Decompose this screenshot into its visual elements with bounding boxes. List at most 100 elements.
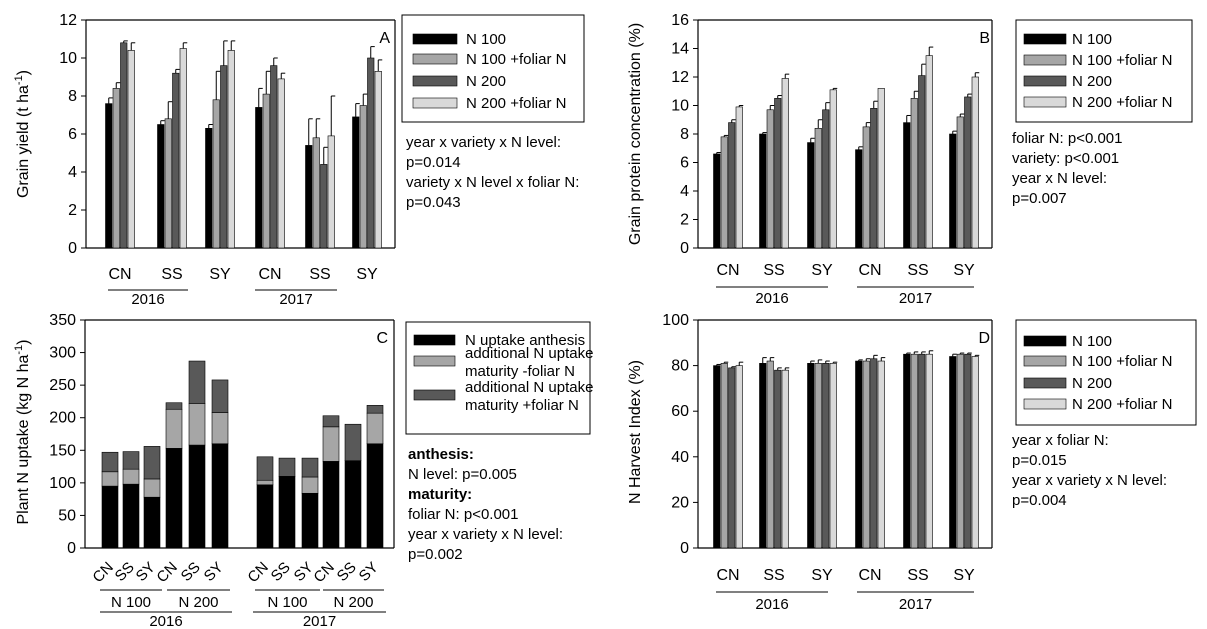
stacked-bar-segment-1 (278, 476, 296, 549)
bar-n200 (918, 353, 926, 549)
stats-note: p=0.043 (406, 194, 461, 211)
bar-n100 (855, 149, 863, 249)
y-tick-label: 100 (662, 312, 689, 329)
legend: N 100 N 100 +foliar N N 200 N 200 +foliar N (1015, 319, 1197, 426)
legend-swatch (413, 334, 456, 346)
bar-n200-foliar (179, 48, 187, 249)
legend-label: N uptake anthesis (465, 332, 585, 349)
chart-panel-b: 0 2 4 6 8 10 12 14 16 Grain protein concentration… (627, 12, 1193, 307)
bar-n200-foliar (925, 353, 933, 549)
y-tick-label: 10 (671, 98, 689, 115)
bar-n200 (822, 363, 830, 549)
legend-label: N 200 +foliar N (1072, 94, 1172, 111)
bar-n100-foliar (814, 363, 822, 549)
bar-n200-foliar (277, 78, 285, 249)
y-tick-label: 40 (671, 449, 689, 466)
stacked-bar-segment-1 (344, 460, 362, 549)
stats-note: p=0.014 (406, 154, 461, 171)
y-axis-label-end: ) (15, 340, 32, 345)
y-tick-label: 50 (58, 507, 76, 524)
bar-n100 (713, 365, 721, 549)
year-group-label: 2016 (755, 290, 788, 307)
stacked-bar-segment-2 (366, 412, 384, 445)
y-axis-label: Grain protein concentration (%) (627, 23, 644, 245)
legend-label-line: additional N uptake (465, 379, 593, 396)
y-tick-label: 10 (59, 50, 77, 67)
bar-n100-foliar (164, 118, 172, 249)
bar-n100-foliar (720, 363, 728, 549)
legend-swatch (1023, 398, 1067, 410)
legend-label: N 100 (1072, 31, 1112, 48)
bar-n100 (205, 128, 213, 249)
bar-n200-foliar (127, 50, 135, 249)
bar-n100-foliar (862, 126, 870, 249)
y-axis-label: N Harvest Index (%) (627, 360, 644, 504)
bar-n200-foliar (227, 50, 235, 249)
x-category-label: SS (309, 266, 330, 283)
legend-label-line: maturity -foliar N (465, 363, 575, 380)
x-category-label: SY (201, 559, 227, 585)
bar-n200-foliar (971, 356, 979, 549)
year-group-label: 2017 (279, 291, 312, 308)
y-tick-label: 200 (49, 410, 76, 427)
x-category-label: CN (858, 262, 881, 279)
subgroup-label: N 200 (178, 594, 218, 611)
x-category-label: SS (907, 567, 928, 584)
x-category-label: CN (716, 567, 739, 584)
y-axis-label-text: Plant N uptake (kg N ha (15, 355, 32, 525)
y-tick-label: 250 (49, 377, 76, 394)
stats-note: year x N level: (1012, 170, 1107, 187)
subgroup-label: N 200 (333, 594, 373, 611)
legend-label: N 200 (1072, 375, 1112, 392)
y-axis-label-text: Grain protein concentration (%) (627, 23, 644, 245)
y-tick-label: 12 (671, 69, 689, 86)
x-category-label: SY (356, 266, 378, 283)
bar-n200 (320, 164, 328, 249)
bar-n100-foliar (956, 353, 964, 549)
stacked-bar-segment-3 (143, 446, 161, 480)
stacked-bar-segment-3 (301, 457, 319, 478)
stacked-bar-segment-1 (143, 496, 161, 549)
bar-n100 (157, 124, 165, 249)
bar-n200 (270, 65, 278, 249)
stacked-bar-segment-3 (256, 456, 274, 481)
legend-label: N 100 +foliar N (1072, 52, 1172, 69)
y-axis-label: Grain yield (t ha-1) (13, 70, 32, 198)
x-category-label: CN (258, 266, 281, 283)
y-tick-label: 12 (59, 12, 77, 29)
legend-label: N 100 (466, 31, 506, 48)
bar-n100-foliar (359, 105, 367, 249)
legend-label: N 200 +foliar N (1072, 396, 1172, 413)
stacked-bar-segment-3 (366, 405, 384, 414)
bar-n100-foliar (956, 116, 964, 249)
legend-label: N 100 +foliar N (1072, 353, 1172, 370)
stacked-bar-segment-3 (122, 451, 140, 470)
chart-panel-c: 0 50 100 150 200 250 300 350 Plant N uptake (kg … (13, 312, 593, 629)
y-tick-label: 350 (49, 312, 76, 329)
y-tick-label: 4 (68, 164, 77, 181)
bar-n200 (728, 122, 736, 249)
x-category-label: SS (763, 567, 784, 584)
legend: N 100 N 100 +foliar N N 200 N 200 +foliar N (1015, 19, 1193, 123)
bar-n100 (352, 116, 360, 249)
y-tick-label: 0 (680, 240, 689, 257)
year-group-label: 2017 (303, 613, 336, 629)
bar-n100-foliar (312, 137, 320, 249)
stats-note: year x variety x N level: (1012, 472, 1167, 489)
y-axis-label-sup: -1 (13, 345, 25, 355)
bar-n200 (367, 57, 375, 249)
year-group-label: 2017 (899, 596, 932, 613)
panel-letter: C (376, 330, 388, 347)
legend: N 100 N 100 +foliar N N 200 N 200 +foliar N (401, 14, 585, 123)
stacked-bar-segment-2 (165, 408, 183, 449)
stacked-bar-segment-2 (143, 478, 161, 498)
bar-n100 (807, 142, 815, 249)
legend-label: N 100 (1072, 333, 1112, 350)
bar-n200-foliar (877, 88, 885, 249)
x-category-label: CN (858, 567, 881, 584)
x-category-label: CN (108, 266, 131, 283)
legend-swatch (1023, 75, 1067, 87)
x-category-label: SS (268, 559, 294, 585)
stats-note: year x variety x N level: (408, 526, 563, 543)
y-tick-label: 6 (680, 155, 689, 172)
